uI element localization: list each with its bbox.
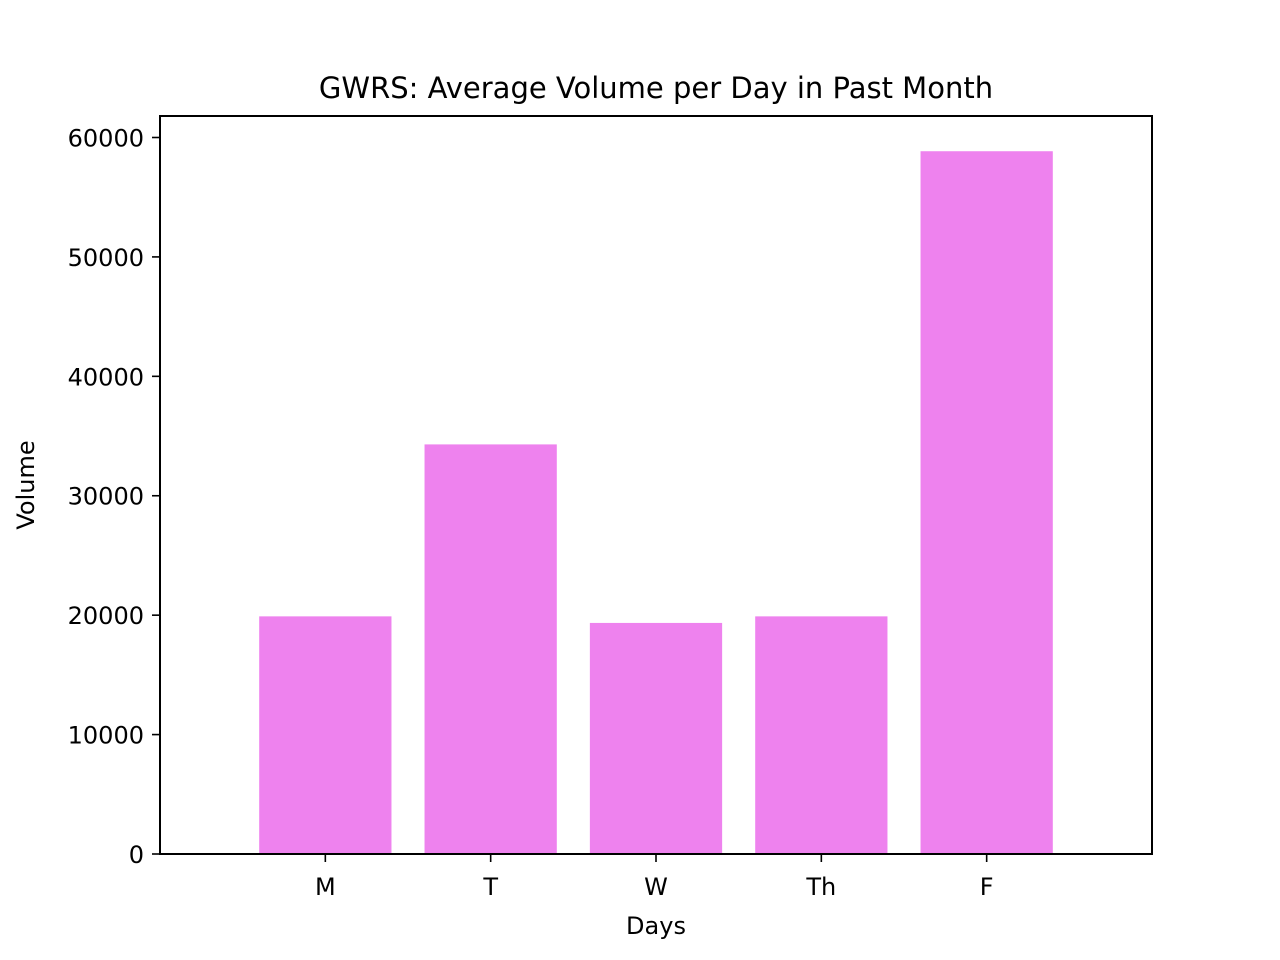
x-tick-label: T bbox=[482, 873, 498, 901]
y-tick-label: 50000 bbox=[68, 244, 144, 272]
bar-m bbox=[259, 616, 392, 854]
y-tick-label: 20000 bbox=[68, 602, 144, 630]
x-axis-title: Days bbox=[626, 912, 686, 940]
y-tick-label: 30000 bbox=[68, 483, 144, 511]
x-tick-label: M bbox=[315, 873, 336, 901]
chart-title: GWRS: Average Volume per Day in Past Mon… bbox=[319, 71, 993, 105]
y-tick-label: 10000 bbox=[68, 722, 144, 750]
y-axis: 0 10000 20000 30000 40000 50000 60000 bbox=[68, 124, 160, 869]
x-tick-label: Th bbox=[805, 873, 836, 901]
bar-th bbox=[755, 616, 888, 854]
y-tick-label: 0 bbox=[129, 841, 144, 869]
bars-group bbox=[259, 151, 1053, 854]
bar-t bbox=[424, 444, 557, 854]
x-axis: M T W Th F bbox=[315, 854, 994, 901]
y-tick-label: 60000 bbox=[68, 124, 144, 152]
bar-w bbox=[589, 622, 723, 854]
x-tick-label: F bbox=[980, 873, 994, 901]
x-tick-label: W bbox=[644, 873, 668, 901]
y-axis-title: Volume bbox=[12, 440, 40, 529]
y-tick-label: 40000 bbox=[68, 363, 144, 391]
bar-f bbox=[920, 151, 1053, 854]
